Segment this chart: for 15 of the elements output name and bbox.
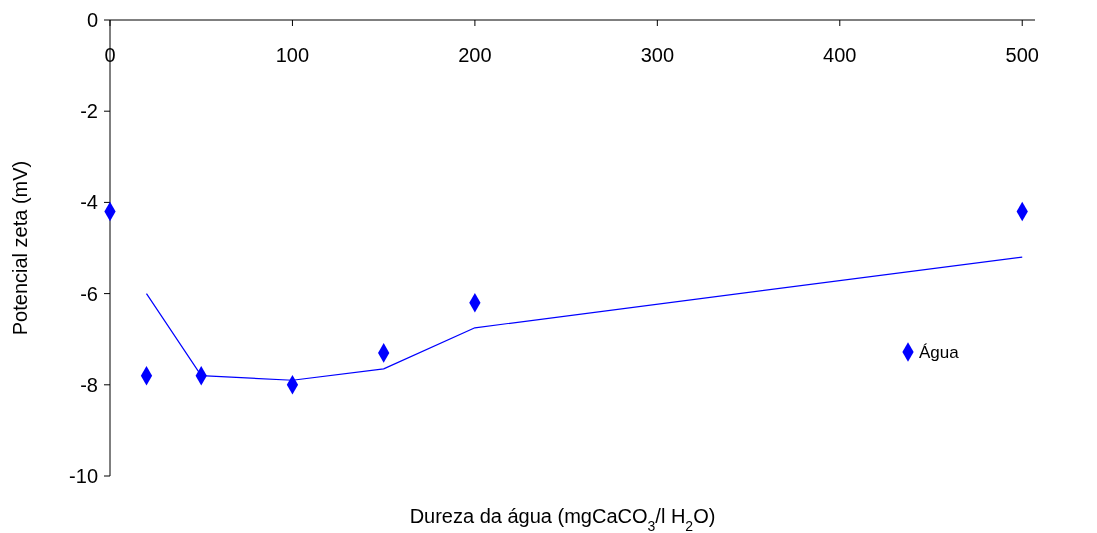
x-tick-label: 500 (1005, 44, 1039, 66)
x-tick-label: 200 (458, 44, 492, 66)
y-tick-label: -6 (80, 282, 98, 305)
y-tick-label: -8 (80, 373, 98, 396)
x-tick-label: 100 (275, 44, 310, 66)
y-tick-label: -4 (80, 191, 98, 214)
x-axis-title: Dureza da água (mgCaCO$_{3}$/l H$_{2}$O) (409, 505, 716, 533)
y-tick-label: -2 (80, 100, 98, 123)
legend-label: Água (919, 342, 960, 362)
y-tick-label: 0 (86, 9, 98, 31)
x-tick-label: 300 (640, 44, 675, 66)
y-axis-title: Potencial zeta (mV) (9, 160, 31, 336)
y-tick-label: -10 (69, 465, 98, 487)
x-tick-label: 400 (823, 44, 857, 66)
x-tick-label: 0 (104, 44, 116, 66)
